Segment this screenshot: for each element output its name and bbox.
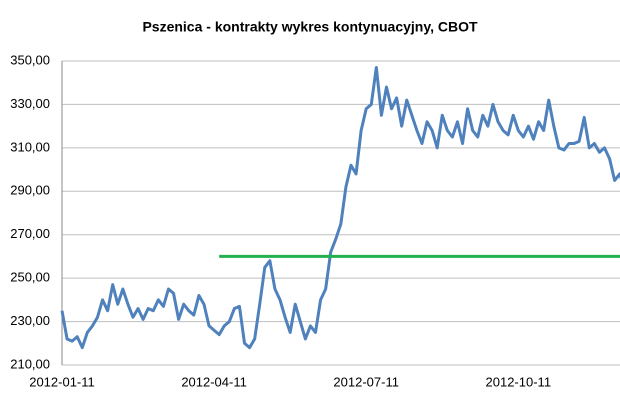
chart-title: Pszenica - kontrakty wykres kontynuacyjn…: [142, 19, 478, 35]
x-tick-label: 2012-01-11: [29, 374, 95, 389]
y-tick-label: 310,00: [10, 139, 50, 154]
y-tick-label: 350,00: [10, 52, 50, 67]
y-tick-label: 250,00: [10, 270, 50, 285]
x-tick-label: 2012-04-11: [181, 374, 247, 389]
x-tick-label: 2012-10-11: [486, 374, 552, 389]
y-tick-label: 210,00: [10, 356, 50, 371]
y-tick-label: 290,00: [10, 183, 50, 198]
series-line: [60, 66, 620, 350]
y-tick-label: 230,00: [10, 313, 50, 328]
x-tick-label: 2012-07-11: [333, 374, 399, 389]
y-tick-label: 330,00: [10, 96, 50, 111]
y-tick-label: 270,00: [10, 226, 50, 241]
